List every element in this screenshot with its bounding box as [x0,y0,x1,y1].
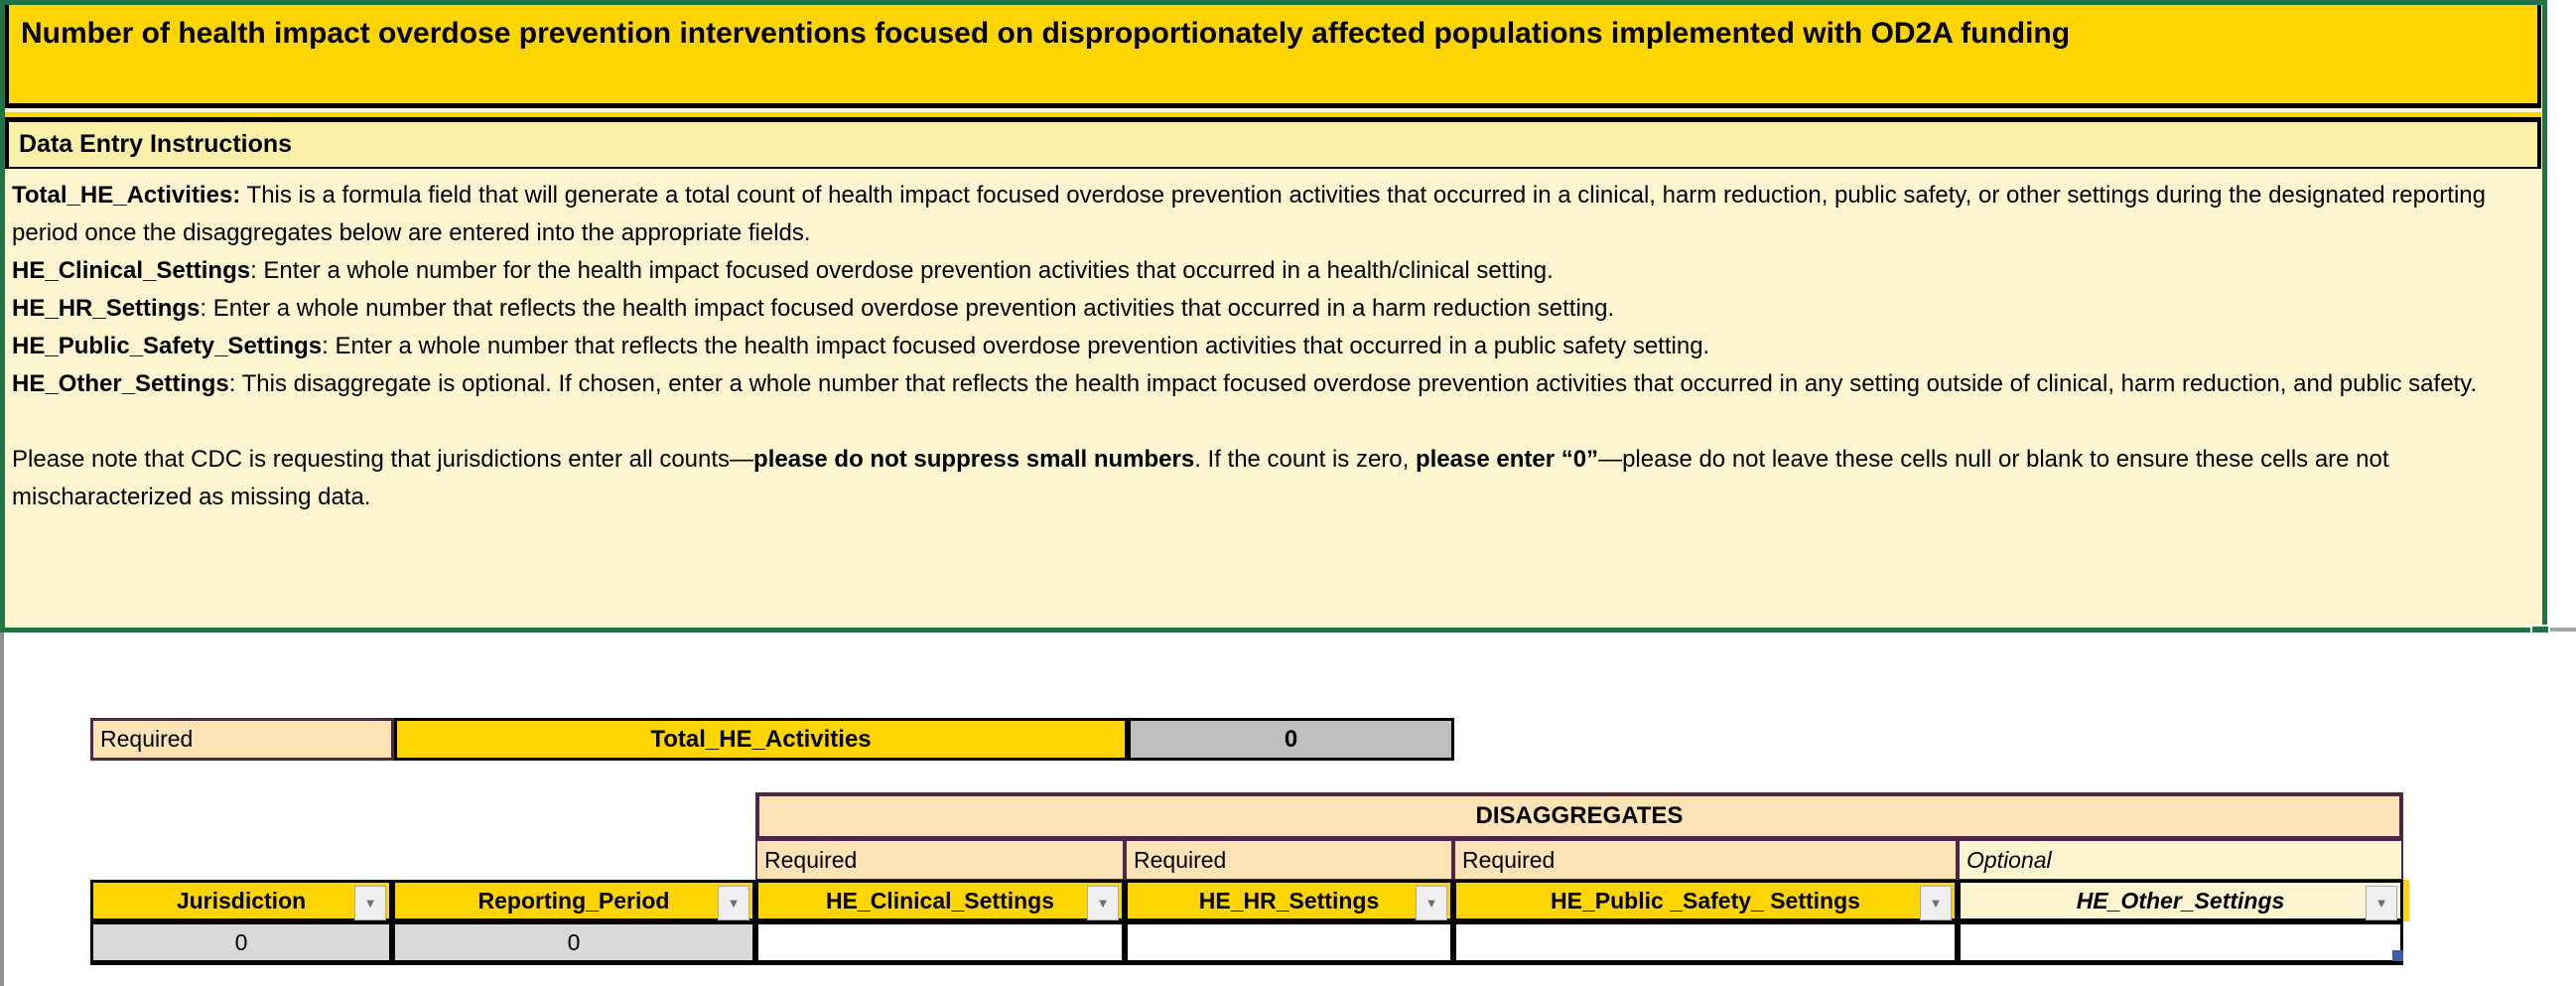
summary-field-label-cell: Total_HE_Activities [394,718,1128,761]
summary-requirement-cell: Required [90,718,394,761]
disaggregates-banner: DISAGGREGATES [755,792,2403,840]
column-header-jurisdiction[interactable]: Jurisdiction ▼ [90,880,392,921]
filter-dropdown-icon[interactable]: ▼ [354,886,386,920]
selection-fill-handle[interactable] [2530,625,2550,634]
instruction-paragraph: HE_HR_Settings: Enter a whole number tha… [12,295,1615,322]
column-header-he-clinical-settings[interactable]: HE_Clinical_Settings ▼ [755,880,1125,921]
filter-dropdown-icon[interactable]: ▼ [1416,886,1447,920]
instruction-paragraph: HE_Clinical_Settings: Enter a whole numb… [12,257,1554,284]
filter-dropdown-icon[interactable]: ▼ [1087,886,1119,920]
cell-reporting-period[interactable]: 0 [392,921,755,965]
page-title: Number of health impact overdose prevent… [5,5,2541,108]
instruction-paragraph: HE_Public_Safety_Settings: Enter a whole… [12,333,1710,359]
instructions-body: Total_HE_Activities: This is a formula f… [12,177,2523,516]
cell-he-public-safety-settings[interactable] [1453,921,1958,965]
requirement-label-clinical: Required [755,839,1125,881]
column-header-label: HE_Public _Safety_ Settings [1551,887,1860,914]
cell-jurisdiction[interactable]: 0 [90,921,392,965]
header-right-sliver [2403,880,2409,921]
column-header-he-hr-settings[interactable]: HE_HR_Settings ▼ [1125,880,1453,921]
column-header-label: Reporting_Period [477,887,670,914]
column-header-label: HE_HR_Settings [1198,887,1380,914]
requirement-label-other: Optional [1958,839,2403,881]
instruction-paragraph [12,403,2523,441]
filter-dropdown-icon[interactable]: ▼ [1920,886,1952,920]
column-header-label: Jurisdiction [176,887,307,914]
instructions-header: Data Entry Instructions [5,117,2541,169]
requirement-label-public-safety: Required [1453,839,1958,881]
summary-value-cell[interactable]: 0 [1128,718,1454,761]
column-header-label: HE_Clinical_Settings [825,887,1055,914]
cell-he-hr-settings[interactable] [1125,921,1453,965]
instruction-paragraph: HE_Other_Settings: This disaggregate is … [12,370,2478,397]
filter-dropdown-icon[interactable]: ▼ [718,886,749,920]
instruction-paragraph: Please note that CDC is requesting that … [12,446,2389,510]
filter-dropdown-icon[interactable]: ▼ [2366,886,2397,920]
title-divider-gap [5,112,2541,117]
column-header-he-public-safety-settings[interactable]: HE_Public _Safety_ Settings ▼ [1453,880,1958,921]
column-header-he-other-settings[interactable]: HE_Other_Settings ▼ [1958,880,2403,921]
instruction-paragraph: Total_HE_Activities: This is a formula f… [12,182,2486,246]
requirement-label-hr: Required [1125,839,1453,881]
column-header-reporting-period[interactable]: Reporting_Period ▼ [392,880,755,921]
cell-he-clinical-settings[interactable] [755,921,1125,965]
cell-he-other-settings[interactable] [1958,921,2403,965]
column-header-label: HE_Other_Settings [2076,887,2285,914]
table-resize-handle[interactable] [2392,950,2403,961]
